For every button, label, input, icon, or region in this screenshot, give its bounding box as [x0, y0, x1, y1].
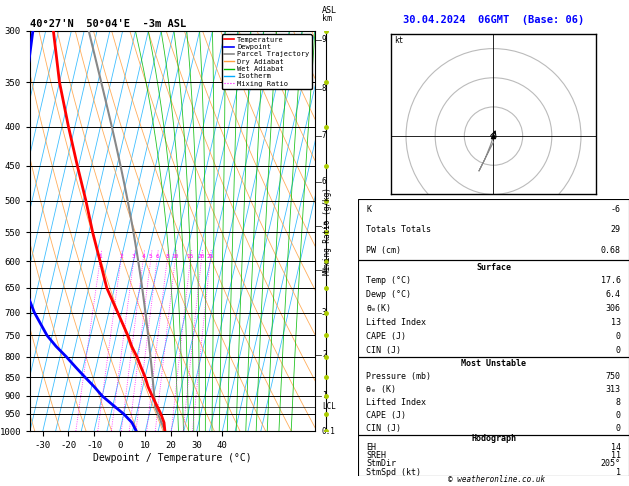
- Text: 6.4: 6.4: [606, 290, 621, 299]
- Text: 0.1: 0.1: [322, 427, 336, 435]
- Text: 0: 0: [616, 332, 621, 341]
- Text: 4: 4: [142, 254, 145, 259]
- Text: CIN (J): CIN (J): [366, 424, 401, 433]
- Text: 17.6: 17.6: [601, 277, 621, 285]
- Text: 3: 3: [132, 254, 136, 259]
- Text: Temp (°C): Temp (°C): [366, 277, 411, 285]
- Text: 15: 15: [187, 254, 194, 259]
- Text: PW (cm): PW (cm): [366, 245, 401, 255]
- Text: 6: 6: [322, 177, 326, 186]
- Text: 11: 11: [611, 451, 621, 460]
- Text: © weatheronline.co.uk: © weatheronline.co.uk: [448, 474, 545, 484]
- Text: 40°27'N  50°04'E  -3m ASL: 40°27'N 50°04'E -3m ASL: [30, 19, 186, 29]
- Text: 0: 0: [616, 411, 621, 420]
- Text: 750: 750: [606, 372, 621, 381]
- Text: Lifted Index: Lifted Index: [366, 318, 426, 327]
- Text: 20: 20: [198, 254, 205, 259]
- Text: 5: 5: [322, 222, 326, 231]
- Text: 7: 7: [322, 131, 326, 140]
- Text: θₑ (K): θₑ (K): [366, 385, 396, 394]
- Text: 2: 2: [120, 254, 123, 259]
- Text: Surface: Surface: [476, 262, 511, 272]
- Text: 14: 14: [611, 443, 621, 451]
- Text: 8: 8: [165, 254, 169, 259]
- Text: Totals Totals: Totals Totals: [366, 225, 431, 234]
- Text: K: K: [366, 205, 371, 214]
- Text: 25: 25: [206, 254, 214, 259]
- Text: 1: 1: [99, 254, 103, 259]
- Text: 0: 0: [616, 424, 621, 433]
- Text: Hodograph: Hodograph: [471, 434, 516, 443]
- Text: Lifted Index: Lifted Index: [366, 398, 426, 407]
- Text: 9: 9: [322, 35, 326, 44]
- Text: Pressure (mb): Pressure (mb): [366, 372, 431, 381]
- Text: 3: 3: [322, 309, 326, 317]
- Text: CAPE (J): CAPE (J): [366, 411, 406, 420]
- Text: 313: 313: [606, 385, 621, 394]
- Bar: [358, 435, 629, 476]
- Text: Dewp (°C): Dewp (°C): [366, 290, 411, 299]
- Text: Mixing Ratio (g/kg): Mixing Ratio (g/kg): [323, 187, 332, 275]
- Text: 30.04.2024  06GMT  (Base: 06): 30.04.2024 06GMT (Base: 06): [403, 15, 584, 25]
- Text: 6: 6: [155, 254, 159, 259]
- Text: 5: 5: [149, 254, 153, 259]
- Text: 205°: 205°: [601, 459, 621, 469]
- Text: EH: EH: [366, 443, 376, 451]
- Bar: [358, 357, 629, 435]
- Text: SREH: SREH: [366, 451, 386, 460]
- Text: Most Unstable: Most Unstable: [461, 359, 526, 368]
- Legend: Temperature, Dewpoint, Parcel Trajectory, Dry Adiabat, Wet Adiabat, Isotherm, Mi: Temperature, Dewpoint, Parcel Trajectory…: [222, 35, 311, 89]
- Text: StmDir: StmDir: [366, 459, 396, 469]
- Text: kt: kt: [394, 36, 404, 45]
- Text: 4: 4: [322, 265, 326, 275]
- Text: CAPE (J): CAPE (J): [366, 332, 406, 341]
- Text: 8: 8: [322, 84, 326, 93]
- Text: 2: 2: [322, 350, 326, 359]
- Text: 8: 8: [616, 398, 621, 407]
- Text: -6: -6: [611, 205, 621, 214]
- Text: 0.68: 0.68: [601, 245, 621, 255]
- Text: LCL: LCL: [322, 402, 336, 411]
- Text: θₑ(K): θₑ(K): [366, 304, 391, 313]
- Text: 10: 10: [172, 254, 179, 259]
- Text: CIN (J): CIN (J): [366, 346, 401, 355]
- Text: StmSpd (kt): StmSpd (kt): [366, 468, 421, 477]
- Text: 1: 1: [322, 392, 326, 400]
- Text: 0: 0: [616, 346, 621, 355]
- Text: 1: 1: [616, 468, 621, 477]
- Text: 306: 306: [606, 304, 621, 313]
- Text: km: km: [322, 14, 332, 23]
- Text: ASL: ASL: [322, 6, 337, 15]
- Bar: [358, 199, 629, 260]
- X-axis label: Dewpoint / Temperature (°C): Dewpoint / Temperature (°C): [93, 452, 252, 463]
- Text: 29: 29: [611, 225, 621, 234]
- Bar: [358, 260, 629, 357]
- Text: 13: 13: [611, 318, 621, 327]
